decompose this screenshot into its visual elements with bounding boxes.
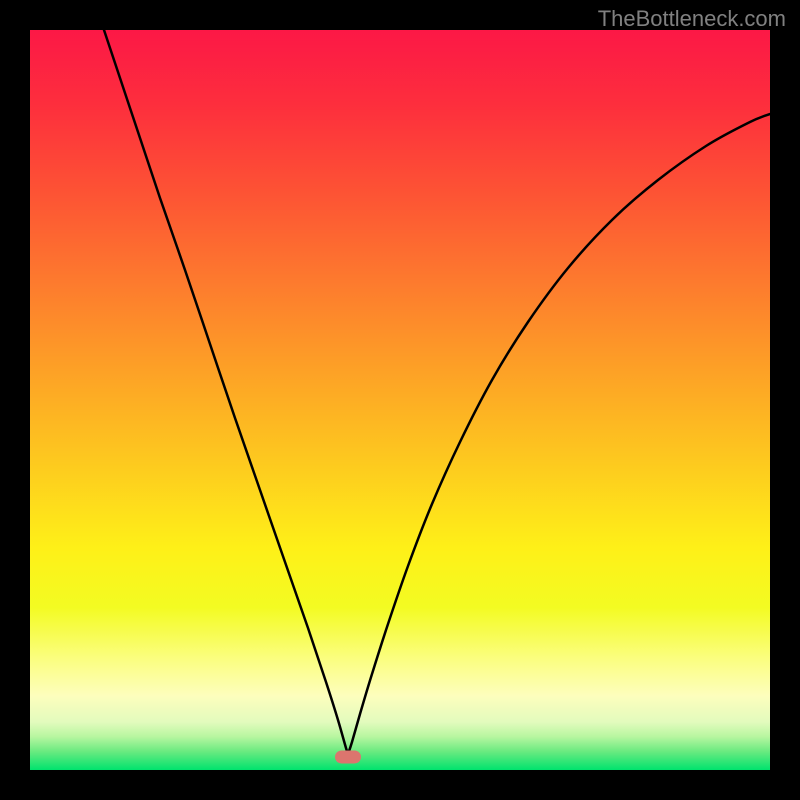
plot-area bbox=[30, 30, 770, 770]
watermark-text: TheBottleneck.com bbox=[598, 6, 786, 32]
minimum-marker bbox=[335, 751, 361, 764]
curve-line bbox=[30, 30, 770, 770]
